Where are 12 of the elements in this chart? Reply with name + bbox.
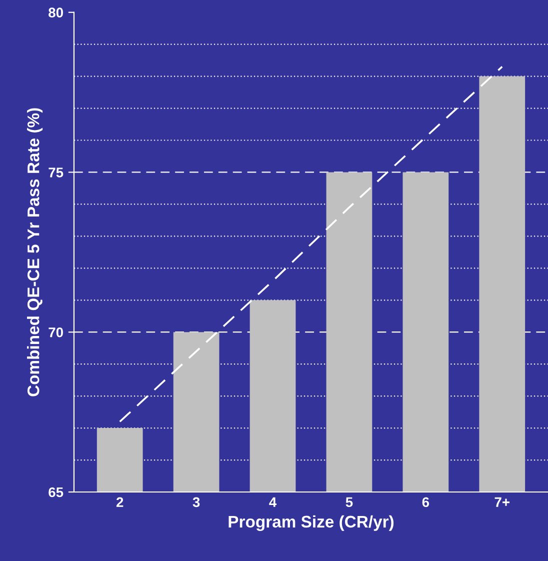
y-tick-label: 65 (48, 487, 64, 498)
x-tick-label: 3 (192, 497, 200, 508)
x-tick-label: 7+ (494, 497, 510, 507)
x-axis-title: Program Size (CR/yr) (228, 515, 394, 531)
y-tick-label: 70 (48, 327, 63, 338)
y-tick-label: 80 (48, 8, 63, 18)
x-tick-label: 6 (422, 497, 430, 508)
y-tick-label: 75 (48, 168, 64, 178)
x-tick-label: 4 (269, 497, 277, 507)
x-tick-label: 5 (346, 497, 353, 508)
x-tick-label: 2 (116, 497, 124, 507)
y-axis-title: Combined QE-CE 5 Yr Pass Rate (%) (27, 108, 43, 396)
